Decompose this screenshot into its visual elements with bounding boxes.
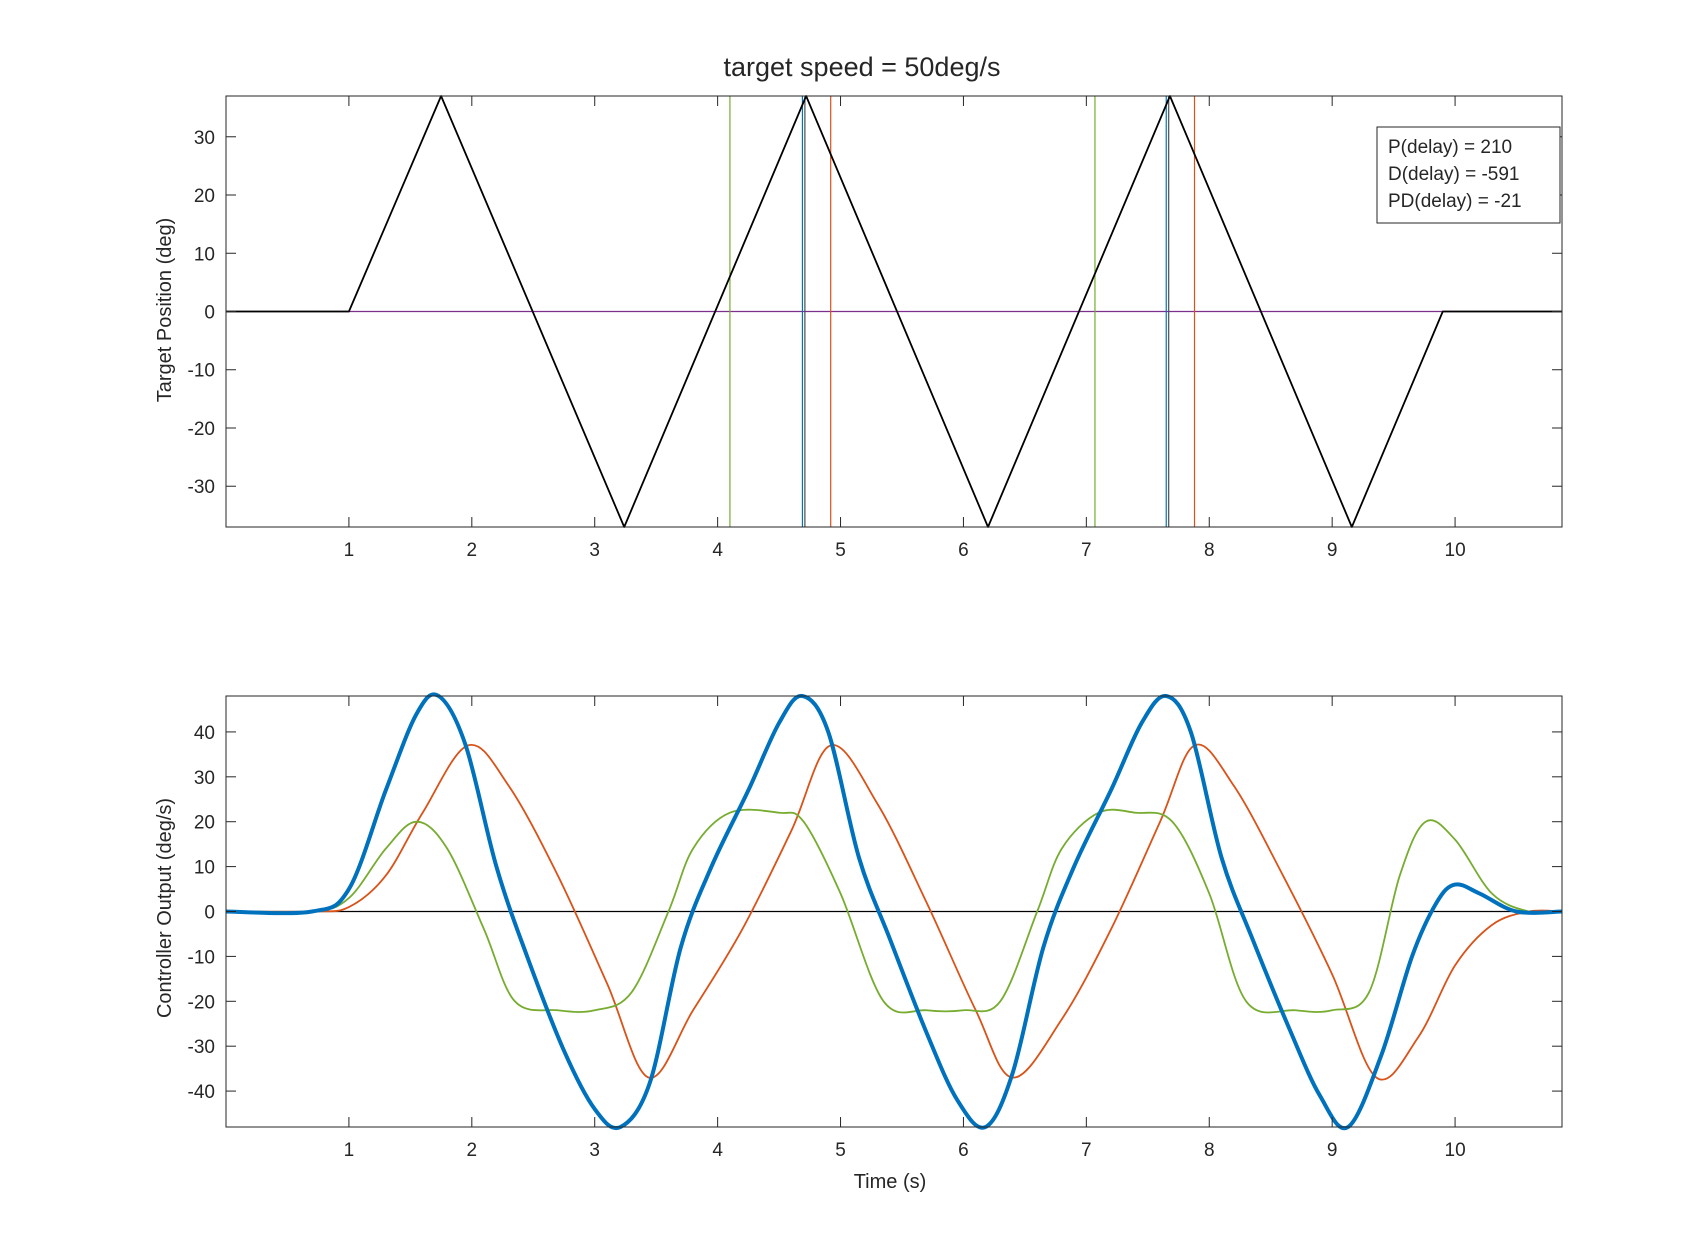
y-axis-label-top: Target Position (deg) <box>154 218 176 403</box>
top-y-tick-label: 0 <box>204 303 215 324</box>
top-series-0 <box>226 95 1562 528</box>
top-x-tick-label: 2 <box>467 540 478 561</box>
bottom-series-0 <box>225 743 1563 1081</box>
bottom-y-tick-label: -10 <box>188 947 215 968</box>
bottom-series-2 <box>225 692 1563 1131</box>
top-x-tick-label: 10 <box>1445 540 1466 561</box>
bottom-series-1 <box>225 808 1563 1014</box>
axes-target-position: 1 2 3 4 5 6 7 8 9 10 30 20 10 0 -10 -20 -30 <box>188 95 1563 561</box>
bottom-y-tick-label: -40 <box>188 1082 215 1103</box>
bottom-x-tick-label: 2 <box>467 1140 478 1161</box>
bottom-x-tick-label: 1 <box>344 1140 355 1161</box>
top-y-tick-label: -20 <box>188 419 215 440</box>
bottom-y-tick-label: 40 <box>194 723 215 744</box>
top-y-tick-label: 20 <box>194 186 215 207</box>
top-x-tick-label: 4 <box>712 540 723 561</box>
top-x-tick-label: 8 <box>1204 540 1215 561</box>
legend-entry-d-delay: D(delay) = -591 <box>1388 164 1519 185</box>
top-x-tick-label: 6 <box>958 540 969 561</box>
top-y-tick-label: 30 <box>194 128 215 149</box>
bottom-x-tick-label: 10 <box>1445 1140 1466 1161</box>
bottom-y-tick-label: -20 <box>188 992 215 1013</box>
bottom-y-tick-label: -30 <box>188 1037 215 1058</box>
bottom-x-tick-label: 5 <box>835 1140 846 1161</box>
legend: P(delay) = 210 D(delay) = -591 PD(delay)… <box>1376 126 1561 224</box>
bottom-y-tick-label: 0 <box>204 903 215 924</box>
top-x-tick-label: 3 <box>589 540 600 561</box>
legend-entry-pd-delay: PD(delay) = -21 <box>1388 191 1522 212</box>
legend-box <box>1376 126 1561 224</box>
top-x-tick-label: 7 <box>1081 540 1092 561</box>
top-x-tick-label: 5 <box>835 540 846 561</box>
top-y-tick-label: -10 <box>188 361 215 382</box>
bottom-x-tick-label: 8 <box>1204 1140 1215 1161</box>
bottom-x-tick-label: 3 <box>589 1140 600 1161</box>
bottom-x-tick-label: 6 <box>958 1140 969 1161</box>
x-axis-label: Time (s) <box>854 1171 927 1193</box>
bottom-x-tick-label: 7 <box>1081 1140 1092 1161</box>
bottom-y-tick-label: 30 <box>194 768 215 789</box>
top-y-tick-label: -30 <box>188 477 215 498</box>
bottom-x-tick-label: 9 <box>1327 1140 1338 1161</box>
chart-title: target speed = 50deg/s <box>724 52 1001 82</box>
top-x-tick-label: 9 <box>1327 540 1338 561</box>
axes-controller-output: 1 2 3 4 5 6 7 8 9 10 40 30 20 10 0 -10 -20 -30 -40 <box>188 692 1563 1161</box>
bottom-y-tick-label: 10 <box>194 858 215 879</box>
y-axis-label-bottom: Controller Output (deg/s) <box>154 798 176 1018</box>
bottom-y-tick-label: 20 <box>194 813 215 834</box>
top-y-tick-label: 10 <box>194 244 215 265</box>
legend-entry-p-delay: P(delay) = 210 <box>1388 137 1512 158</box>
bottom-x-tick-label: 4 <box>712 1140 723 1161</box>
top-x-tick-label: 1 <box>344 540 355 561</box>
